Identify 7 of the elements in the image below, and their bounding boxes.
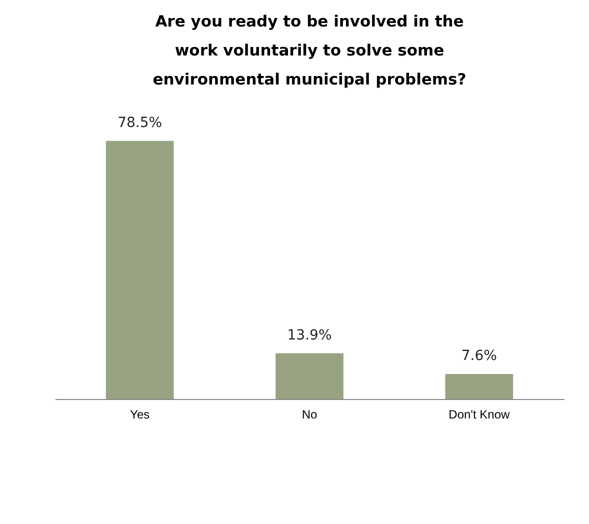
data-label: 78.5% (118, 114, 162, 131)
x-tick-label: Yes (130, 408, 150, 422)
data-label: 7.6% (461, 348, 497, 364)
x-tick-label: Don't Know (448, 408, 510, 422)
chart-title: Are you ready to be involved in the work voluntarily to solve some environmental municipal problems? (152, 12, 466, 88)
x-tick-label: No (302, 408, 318, 422)
data-label: 13.9% (287, 327, 332, 344)
